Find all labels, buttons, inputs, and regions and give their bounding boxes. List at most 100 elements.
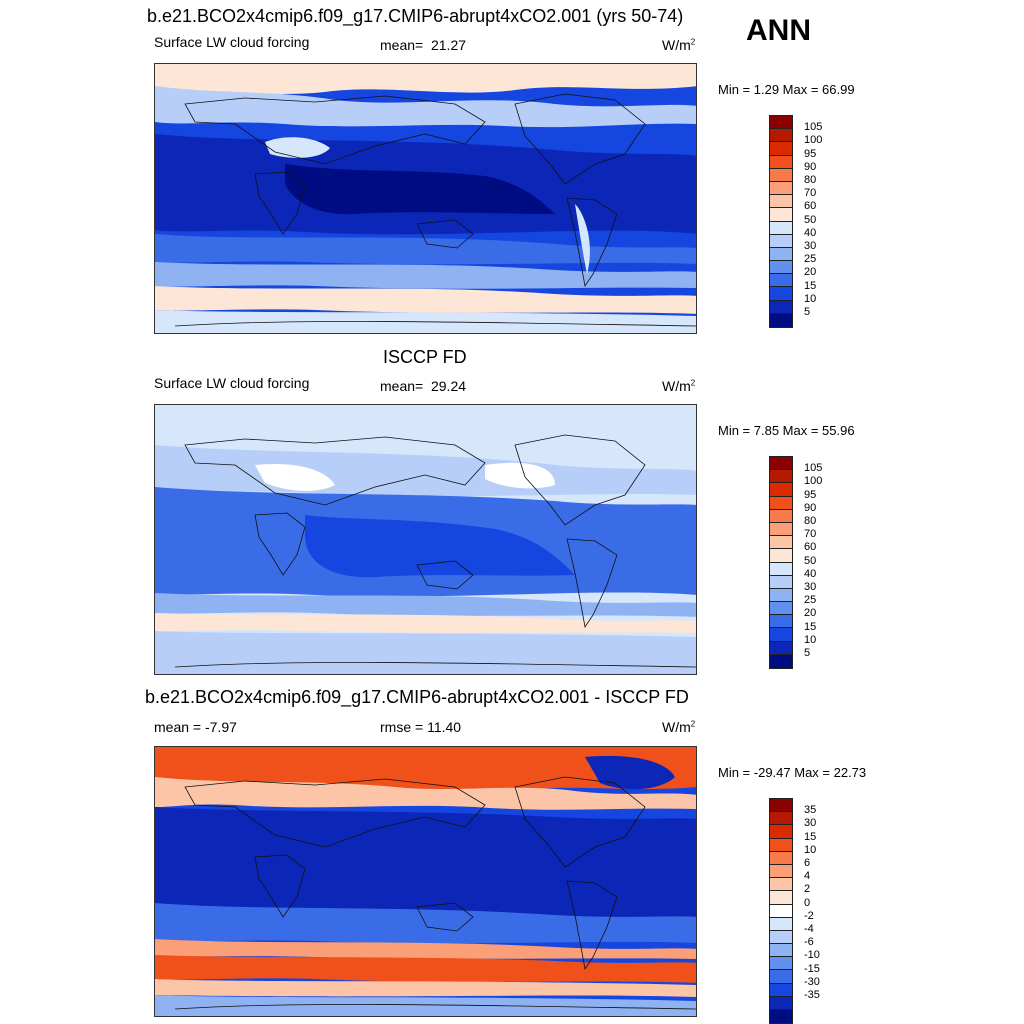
- colorbar-tick-label: 2: [804, 883, 811, 896]
- panel3-colorbar: [769, 798, 793, 1024]
- panel2-map: [154, 404, 697, 675]
- panel1-mean: mean= 21.27: [380, 37, 467, 53]
- colorbar-tick-label: 50: [804, 554, 817, 567]
- panel3-minmax: Min = -29.47 Max = 22.73: [718, 765, 867, 780]
- colorbar-tick-label: -30: [804, 975, 820, 988]
- colorbar-tick-label: -10: [804, 949, 820, 962]
- colorbar-tick-label: 20: [804, 266, 817, 279]
- season-label: ANN: [746, 14, 811, 47]
- panel2-minmax: Min = 7.85 Max = 55.96: [718, 423, 855, 438]
- colorbar-tick-label: 105: [804, 121, 823, 134]
- colorbar-tick-label: 60: [804, 541, 817, 554]
- colorbar-swatch: [770, 641, 792, 655]
- colorbar-swatch: [770, 575, 792, 589]
- colorbar-swatch: [770, 1010, 792, 1024]
- colorbar-swatch: [770, 181, 792, 196]
- panel2-mean: mean= 29.24: [380, 378, 467, 394]
- colorbar-tick-label: 80: [804, 515, 817, 527]
- colorbar-tick-label: 70: [804, 187, 817, 200]
- colorbar-swatch: [770, 116, 792, 130]
- colorbar-tick-label: 40: [804, 567, 817, 580]
- colorbar-swatch: [770, 602, 792, 616]
- colorbar-tick-label: 95: [804, 147, 817, 160]
- panel3-rmse: rmse = 11.40: [380, 719, 462, 735]
- colorbar-swatch: [770, 904, 792, 918]
- colorbar-swatch: [770, 825, 792, 839]
- panel3-units: W/m2: [662, 719, 696, 735]
- panel2-title: ISCCP FD: [383, 347, 467, 367]
- colorbar-tick-label: -15: [804, 962, 820, 975]
- colorbar-swatch: [770, 195, 792, 209]
- colorbar-tick-label: 25: [804, 594, 817, 607]
- colorbar-swatch: [770, 509, 792, 523]
- colorbar-swatch: [770, 536, 792, 550]
- colorbar-swatch: [770, 562, 792, 576]
- colorbar-swatch: [770, 168, 792, 182]
- colorbar-tick-label: 5: [804, 647, 811, 659]
- colorbar-swatch: [770, 930, 792, 945]
- panel2-colorbar: [769, 456, 793, 669]
- colorbar-swatch: [770, 300, 792, 314]
- colorbar-swatch: [770, 957, 792, 971]
- colorbar-swatch: [770, 457, 792, 471]
- colorbar-swatch: [770, 208, 792, 222]
- colorbar-tick-label: 10: [804, 292, 817, 305]
- colorbar-tick-label: 20: [804, 607, 817, 620]
- colorbar-tick-label: 90: [804, 160, 817, 173]
- colorbar-tick-label: 70: [804, 528, 817, 541]
- colorbar-tick-label: 15: [804, 279, 817, 292]
- colorbar-swatch: [770, 851, 792, 865]
- colorbar-swatch: [770, 247, 792, 262]
- colorbar-tick-label: 10: [804, 843, 817, 856]
- colorbar-swatch: [770, 983, 792, 997]
- colorbar-tick-label: 60: [804, 200, 817, 213]
- colorbar-swatch: [770, 799, 792, 813]
- colorbar-swatch: [770, 234, 792, 248]
- colorbar-swatch: [770, 470, 792, 484]
- colorbar-swatch: [770, 313, 792, 327]
- colorbar-tick-label: 30: [804, 581, 817, 593]
- colorbar-tick-label: 100: [804, 134, 823, 147]
- colorbar-swatch: [770, 549, 792, 563]
- colorbar-swatch: [770, 142, 792, 156]
- colorbar-swatch: [770, 838, 792, 852]
- colorbar-tick-label: 80: [804, 174, 817, 186]
- colorbar-swatch: [770, 129, 792, 143]
- colorbar-swatch: [770, 615, 792, 629]
- colorbar-swatch: [770, 878, 792, 892]
- colorbar-tick-label: -6: [804, 936, 814, 949]
- colorbar-swatch: [770, 483, 792, 497]
- colorbar-swatch: [770, 628, 792, 642]
- panel3-title: b.e21.BCO2x4cmip6.f09_g17.CMIP6-abrupt4x…: [145, 687, 689, 707]
- panel1-minmax: Min = 1.29 Max = 66.99: [718, 82, 855, 97]
- colorbar-swatch: [770, 261, 792, 275]
- colorbar-tick-label: 100: [804, 475, 823, 488]
- panel1-map: [154, 63, 697, 334]
- colorbar-tick-label: 15: [804, 620, 817, 633]
- colorbar-swatch: [770, 996, 792, 1010]
- colorbar-tick-label: 10: [804, 633, 817, 646]
- colorbar-swatch: [770, 588, 792, 603]
- colorbar-swatch: [770, 496, 792, 510]
- colorbar-tick-label: 90: [804, 501, 817, 514]
- colorbar-swatch: [770, 274, 792, 288]
- colorbar-tick-label: 50: [804, 213, 817, 226]
- colorbar-swatch: [770, 287, 792, 301]
- colorbar-tick-label: 30: [804, 240, 817, 252]
- colorbar-swatch: [770, 944, 792, 958]
- colorbar-tick-label: 95: [804, 488, 817, 501]
- panel3-mean: mean = -7.97: [154, 719, 237, 735]
- panel2-units: W/m2: [662, 378, 696, 394]
- panel2-variable: Surface LW cloud forcing: [154, 375, 310, 391]
- colorbar-tick-label: 40: [804, 226, 817, 239]
- colorbar-tick-label: 4: [804, 870, 811, 883]
- colorbar-tick-label: -2: [804, 909, 814, 922]
- colorbar-swatch: [770, 155, 792, 169]
- colorbar-tick-label: 35: [804, 804, 817, 817]
- colorbar-swatch: [770, 891, 792, 905]
- colorbar-swatch: [770, 917, 792, 931]
- colorbar-tick-label: 105: [804, 462, 823, 475]
- colorbar-swatch: [770, 970, 792, 984]
- colorbar-tick-label: 0: [804, 896, 811, 909]
- colorbar-tick-label: 15: [804, 830, 817, 843]
